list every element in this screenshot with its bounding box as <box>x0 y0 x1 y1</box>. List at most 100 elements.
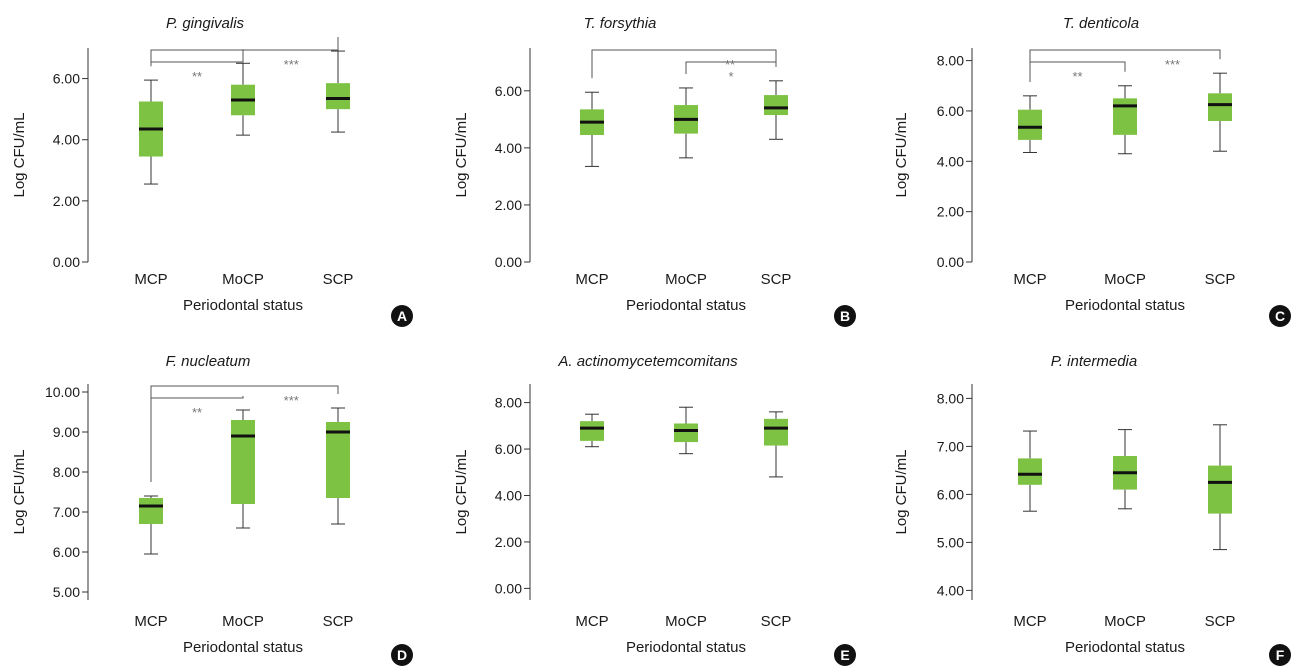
box-iqr <box>1113 98 1137 135</box>
x-tick-label: MCP <box>575 271 608 288</box>
chart-panel-b: T. forsythia 0.00 2.00 4.00 6.00 Log CFU/mL MC… <box>453 15 856 327</box>
chart-panel-c: T. denticola 0.00 2.00 4.00 6.00 8.00 Log CFU/… <box>893 15 1291 327</box>
y-axis-label: Log CFU/mL <box>453 112 470 197</box>
box-mcp <box>139 79 163 185</box>
y-tick-label: 6.00 <box>495 441 522 457</box>
x-axis-label: Periodontal status <box>183 297 303 314</box>
y-tick-label: 2.00 <box>937 204 964 220</box>
y-tick-label: 2.00 <box>495 534 522 550</box>
y-tick-label: 6.00 <box>53 71 80 87</box>
box-iqr <box>326 422 350 498</box>
significance-label: ** <box>192 69 202 84</box>
panel-badge-b: B <box>834 305 856 327</box>
y-tick-label: 2.00 <box>53 193 80 209</box>
y-tick-label: 9.00 <box>53 424 80 440</box>
x-tick-label: MoCP <box>222 613 264 630</box>
y-tick-label: 0.00 <box>495 580 522 596</box>
box-mcp <box>139 495 163 555</box>
significance-label: ** <box>192 405 202 420</box>
box-iqr <box>231 420 255 504</box>
y-tick-label: 0.00 <box>495 254 522 270</box>
x-axis-label: Periodontal status <box>626 297 746 314</box>
panel-badge-c: C <box>1269 305 1291 327</box>
panel-badge-e: E <box>834 644 856 666</box>
box-iqr <box>674 423 698 443</box>
y-tick-label: 4.00 <box>495 140 522 156</box>
bracket-line <box>1029 49 1221 82</box>
badge-letter: C <box>1275 308 1285 324</box>
panel-title: F. nucleatum <box>166 353 251 370</box>
significance-label: * <box>728 69 733 84</box>
box-mocp <box>674 406 698 455</box>
significance-label: *** <box>284 393 299 408</box>
box-mocp <box>1113 85 1137 155</box>
x-tick-label: MCP <box>1013 271 1046 288</box>
box-scp <box>1208 424 1232 551</box>
x-tick-label: MoCP <box>1104 613 1146 630</box>
y-tick-label: 8.00 <box>495 395 522 411</box>
box-iqr <box>580 421 604 441</box>
chart-panel-f: P. intermedia 4.00 5.00 6.00 7.00 8.00 Log CFU… <box>893 353 1291 666</box>
y-tick-label: 4.00 <box>495 487 522 503</box>
significance-bracket: * <box>685 61 777 84</box>
badge-circle <box>391 644 413 666</box>
x-tick-label: MoCP <box>222 271 264 288</box>
panel-title: P. intermedia <box>1051 353 1137 370</box>
bracket-line <box>150 37 339 67</box>
badge-letter: D <box>397 647 407 663</box>
badge-circle <box>834 305 856 327</box>
panel-title: P. gingivalis <box>166 15 245 32</box>
x-tick-label: MoCP <box>665 613 707 630</box>
y-tick-label: 0.00 <box>53 254 80 270</box>
y-tick-label: 4.00 <box>53 132 80 148</box>
x-tick-label: SCP <box>323 613 354 630</box>
x-tick-label: MoCP <box>665 271 707 288</box>
y-tick-label: 8.00 <box>937 53 964 69</box>
y-tick-label: 4.00 <box>937 153 964 169</box>
badge-circle <box>1269 644 1291 666</box>
badge-circle <box>391 305 413 327</box>
bracket-line <box>150 49 244 67</box>
y-tick-label: 0.00 <box>937 254 964 270</box>
bracket-line <box>150 385 339 482</box>
y-tick-label: 10.00 <box>45 384 80 400</box>
box-mcp <box>1018 430 1042 512</box>
y-axis-label: Log CFU/mL <box>893 112 910 197</box>
x-tick-label: SCP <box>1205 613 1236 630</box>
badge-letter: F <box>1276 647 1285 663</box>
panel-badge-f: F <box>1269 644 1291 666</box>
panel-badge-d: D <box>391 644 413 666</box>
x-tick-label: MCP <box>134 613 167 630</box>
box-scp <box>764 80 788 140</box>
box-mcp <box>1018 95 1042 153</box>
significance-label: *** <box>1165 57 1180 72</box>
y-axis-label: Log CFU/mL <box>11 112 28 197</box>
badge-circle <box>1269 305 1291 327</box>
x-axis-label: Periodontal status <box>626 639 746 656</box>
significance-label: ** <box>725 57 735 72</box>
box-iqr <box>1018 109 1042 140</box>
x-tick-label: MCP <box>575 613 608 630</box>
significance-bracket: ** <box>150 49 244 84</box>
x-axis-label: Periodontal status <box>183 639 303 656</box>
y-tick-label: 6.00 <box>53 544 80 560</box>
y-tick-label: 2.00 <box>495 197 522 213</box>
bracket-line <box>685 61 777 74</box>
significance-bracket: *** <box>1029 49 1221 82</box>
x-tick-label: SCP <box>1205 271 1236 288</box>
box-iqr <box>1208 465 1232 514</box>
panel-title: A. actinomycetemcomitans <box>557 353 738 370</box>
x-tick-label: MCP <box>134 271 167 288</box>
y-tick-label: 5.00 <box>53 584 80 600</box>
box-iqr <box>326 83 350 110</box>
badge-letter: E <box>840 647 849 663</box>
y-tick-label: 6.00 <box>495 83 522 99</box>
significance-bracket: *** <box>150 37 339 72</box>
badge-circle <box>834 644 856 666</box>
bracket-line <box>591 49 777 79</box>
y-tick-label: 5.00 <box>937 534 964 550</box>
box-scp <box>764 411 788 478</box>
significance-bracket: *** <box>150 385 339 482</box>
badge-letter: B <box>840 308 850 324</box>
y-tick-label: 6.00 <box>937 103 964 119</box>
